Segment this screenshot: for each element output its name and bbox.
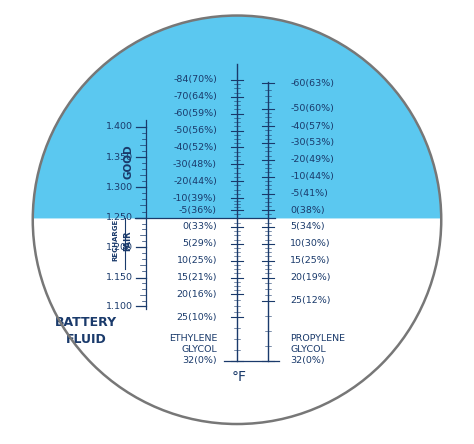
Text: 1.100: 1.100	[106, 302, 133, 311]
Text: -10(44%): -10(44%)	[290, 172, 334, 181]
Text: -70(64%): -70(64%)	[173, 92, 217, 101]
Text: -40(57%): -40(57%)	[290, 122, 334, 131]
Text: RECHARGE: RECHARGE	[112, 219, 118, 262]
Text: 0(33%): 0(33%)	[182, 222, 217, 231]
Text: 20(16%): 20(16%)	[176, 290, 217, 299]
Text: 32(0%): 32(0%)	[290, 356, 325, 365]
Text: 25(12%): 25(12%)	[290, 296, 331, 305]
Text: -50(60%): -50(60%)	[290, 104, 334, 113]
Text: -5(41%): -5(41%)	[290, 189, 328, 198]
Text: -84(70%): -84(70%)	[173, 75, 217, 84]
Text: PROPYLENE: PROPYLENE	[290, 334, 345, 343]
Text: 0(38%): 0(38%)	[290, 206, 325, 214]
Text: 15(21%): 15(21%)	[176, 273, 217, 282]
Text: -60(63%): -60(63%)	[290, 79, 334, 88]
Text: -20(49%): -20(49%)	[290, 155, 334, 164]
Text: 25(10%): 25(10%)	[176, 313, 217, 322]
Text: 5(29%): 5(29%)	[182, 239, 217, 248]
Text: 10(30%): 10(30%)	[290, 239, 331, 248]
Text: 20(19%): 20(19%)	[290, 273, 331, 282]
Text: ETHYLENE: ETHYLENE	[169, 334, 217, 343]
Text: -5(36%): -5(36%)	[179, 206, 217, 214]
Text: -20(44%): -20(44%)	[173, 177, 217, 186]
Text: 15(25%): 15(25%)	[290, 256, 331, 265]
Text: 1.250: 1.250	[106, 213, 133, 222]
Text: 10(25%): 10(25%)	[176, 256, 217, 265]
Text: FAIR: FAIR	[124, 230, 133, 250]
Text: -10(39%): -10(39%)	[173, 194, 217, 202]
Text: BATTERY
FLUID: BATTERY FLUID	[55, 316, 117, 346]
Text: -60(59%): -60(59%)	[173, 109, 217, 118]
Text: -30(48%): -30(48%)	[173, 160, 217, 169]
Text: 1.400: 1.400	[106, 123, 133, 131]
Text: -40(52%): -40(52%)	[173, 143, 217, 152]
Text: 1.200: 1.200	[106, 243, 133, 252]
Text: GOOD: GOOD	[123, 144, 133, 179]
Text: -50(56%): -50(56%)	[173, 126, 217, 135]
Text: 5(34%): 5(34%)	[290, 222, 325, 231]
Text: 1.150: 1.150	[106, 273, 133, 282]
Text: GLYCOL: GLYCOL	[290, 345, 326, 354]
Text: °F: °F	[232, 369, 247, 384]
Text: 1.300: 1.300	[106, 183, 133, 192]
Text: GLYCOL: GLYCOL	[181, 345, 217, 354]
Text: 1.350: 1.350	[106, 153, 133, 162]
Text: -30(53%): -30(53%)	[290, 139, 334, 147]
Circle shape	[33, 16, 441, 424]
Polygon shape	[33, 16, 441, 218]
Text: 32(0%): 32(0%)	[182, 356, 217, 365]
